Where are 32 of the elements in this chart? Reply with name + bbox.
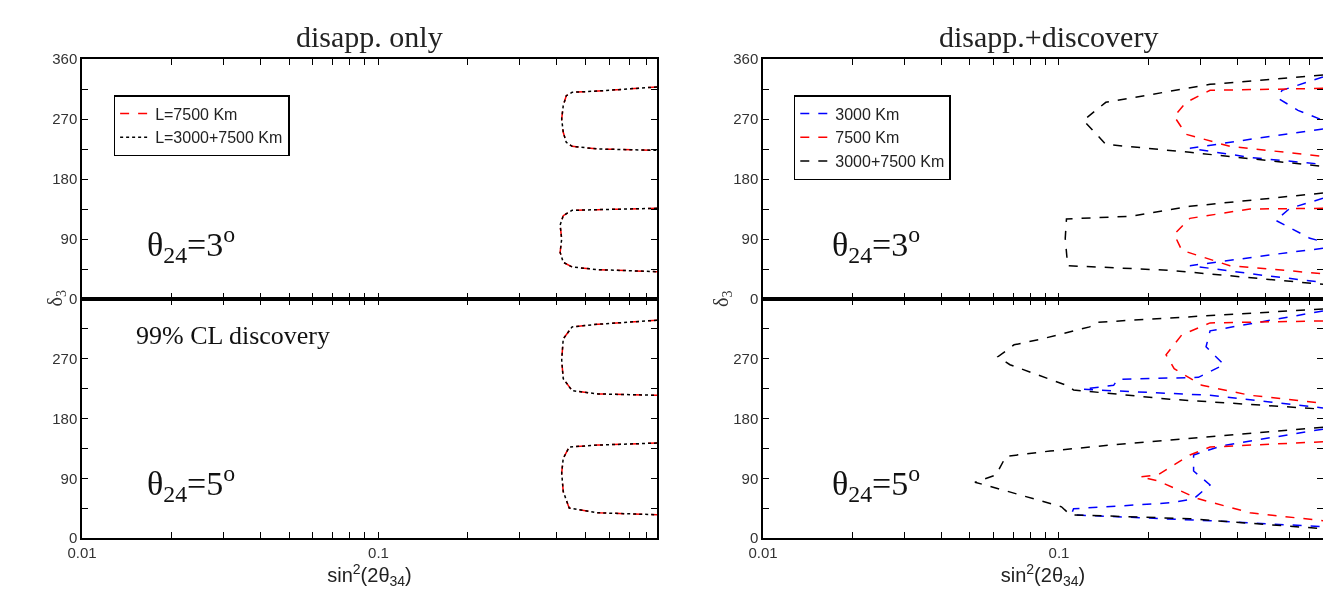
annotation: θ$_{24}$=3$^{o}$: [147, 221, 236, 269]
annotation: 99% CL discovery: [136, 321, 330, 350]
y-tick-label: 180: [52, 409, 78, 427]
chart-title: disapp. only: [296, 20, 443, 53]
legend-label: L=3000+7500 Km: [155, 129, 283, 147]
chart-title: disapp.+discovery: [939, 20, 1159, 53]
y-tick-label: 360: [733, 50, 759, 68]
y-tick-label: 90: [60, 469, 78, 487]
y-tick-label: 180: [733, 409, 759, 427]
y-tick-label: 270: [733, 350, 759, 367]
y-tick-label: 360: [52, 50, 78, 68]
annotation: θ$_{24}$=5$^{o}$: [147, 460, 236, 508]
y-tick-label: 0: [749, 290, 759, 308]
y-tick-label: 90: [741, 469, 759, 487]
y-tick-label: 270: [52, 110, 78, 128]
y-tick-label: 180: [733, 170, 759, 188]
y-tick-label: 270: [733, 110, 759, 128]
legend-label: L=7500 Km: [155, 105, 238, 123]
x-tick-label: 0.1: [1048, 543, 1070, 561]
x-axis-title: sin$^{2}$(2θ$_{34}$): [327, 560, 412, 590]
x-tick-label: 0.1: [368, 543, 389, 561]
annotation: θ$_{24}$=3$^{o}$: [832, 221, 921, 269]
annotation: θ$_{24}$=5$^{o}$: [832, 460, 921, 508]
y-tick-label: 0: [68, 290, 78, 308]
y-tick-label: 90: [60, 230, 78, 248]
legend-label: 3000 Km: [835, 105, 900, 123]
y-tick-label: 90: [741, 230, 759, 248]
x-axis-title: sin$^{2}$(2θ$_{34}$): [1000, 560, 1086, 590]
y-tick-label: 270: [52, 350, 78, 367]
legend-label: 3000+7500 Km: [835, 153, 945, 171]
y-tick-label: 180: [52, 170, 78, 188]
legend-label: 7500 Km: [835, 129, 900, 147]
